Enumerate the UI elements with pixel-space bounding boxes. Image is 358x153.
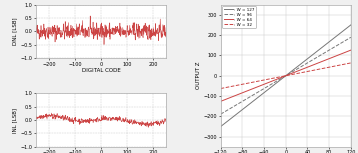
Line: : W = 96: : W = 96 xyxy=(221,37,351,114)
: W = 127: (82.3, 171): W = 127: (82.3, 171) xyxy=(328,40,333,42)
: W = 32: (120, 63): W = 32: (120, 63) xyxy=(349,62,353,64)
: W = 32: (22.9, 12): W = 32: (22.9, 12) xyxy=(296,72,300,74)
X-axis label: DIGITAL CODE: DIGITAL CODE xyxy=(82,68,120,73)
: W = 96: (22.1, 34.8): W = 96: (22.1, 34.8) xyxy=(296,68,300,70)
: W = 127: (26.9, 56): W = 127: (26.9, 56) xyxy=(298,63,303,65)
: W = 96: (120, 189): W = 96: (120, 189) xyxy=(349,36,353,38)
: W = 127: (120, 250): W = 127: (120, 250) xyxy=(349,24,353,26)
: W = 64: (120, 126): W = 64: (120, 126) xyxy=(349,49,353,51)
: W = 32: (22.1, 11.6): W = 32: (22.1, 11.6) xyxy=(296,73,300,74)
Line: : W = 64: : W = 64 xyxy=(221,50,351,101)
: W = 32: (82.3, 43.2): W = 32: (82.3, 43.2) xyxy=(328,66,333,68)
: W = 127: (-119, -248): W = 127: (-119, -248) xyxy=(219,125,223,127)
Legend: : W = 127, : W = 96, : W = 64, : W = 32: : W = 127, : W = 96, : W = 64, : W = 32 xyxy=(222,6,256,28)
: W = 32: (26.9, 14.1): W = 32: (26.9, 14.1) xyxy=(298,72,303,74)
: W = 64: (97.5, 102): W = 64: (97.5, 102) xyxy=(337,54,341,56)
: W = 64: (82.3, 86.4): W = 64: (82.3, 86.4) xyxy=(328,57,333,59)
: W = 64: (-119, -125): W = 64: (-119, -125) xyxy=(219,100,223,102)
: W = 32: (-119, -62.6): W = 32: (-119, -62.6) xyxy=(219,88,223,89)
: W = 127: (22.1, 46): W = 127: (22.1, 46) xyxy=(296,65,300,67)
: W = 64: (26.9, 28.2): W = 64: (26.9, 28.2) xyxy=(298,69,303,71)
: W = 64: (22.9, 24): W = 64: (22.9, 24) xyxy=(296,70,300,72)
: W = 96: (97.5, 154): W = 96: (97.5, 154) xyxy=(337,44,341,45)
: W = 96: (26.9, 42.3): W = 96: (26.9, 42.3) xyxy=(298,66,303,68)
: W = 96: (22.9, 36): W = 96: (22.9, 36) xyxy=(296,67,300,69)
: W = 32: (-120, -63): W = 32: (-120, -63) xyxy=(218,88,223,90)
Y-axis label: INL [LSB]: INL [LSB] xyxy=(13,108,18,132)
: W = 127: (-120, -250): W = 127: (-120, -250) xyxy=(218,126,223,127)
Y-axis label: DNL [LSB]: DNL [LSB] xyxy=(13,18,18,45)
: W = 64: (22.1, 23.2): W = 64: (22.1, 23.2) xyxy=(296,70,300,72)
: W = 96: (-120, -189): W = 96: (-120, -189) xyxy=(218,113,223,115)
Line: : W = 127: : W = 127 xyxy=(221,25,351,127)
: W = 32: (97.5, 51.2): W = 32: (97.5, 51.2) xyxy=(337,64,341,66)
: W = 96: (-119, -188): W = 96: (-119, -188) xyxy=(219,113,223,115)
Y-axis label: OUTPUT Z: OUTPUT Z xyxy=(196,62,201,90)
Line: : W = 32: : W = 32 xyxy=(221,63,351,89)
: W = 96: (82.3, 130): W = 96: (82.3, 130) xyxy=(328,49,333,50)
: W = 127: (22.9, 47.7): W = 127: (22.9, 47.7) xyxy=(296,65,300,67)
: W = 127: (97.5, 203): W = 127: (97.5, 203) xyxy=(337,34,341,35)
: W = 64: (-120, -126): W = 64: (-120, -126) xyxy=(218,100,223,102)
